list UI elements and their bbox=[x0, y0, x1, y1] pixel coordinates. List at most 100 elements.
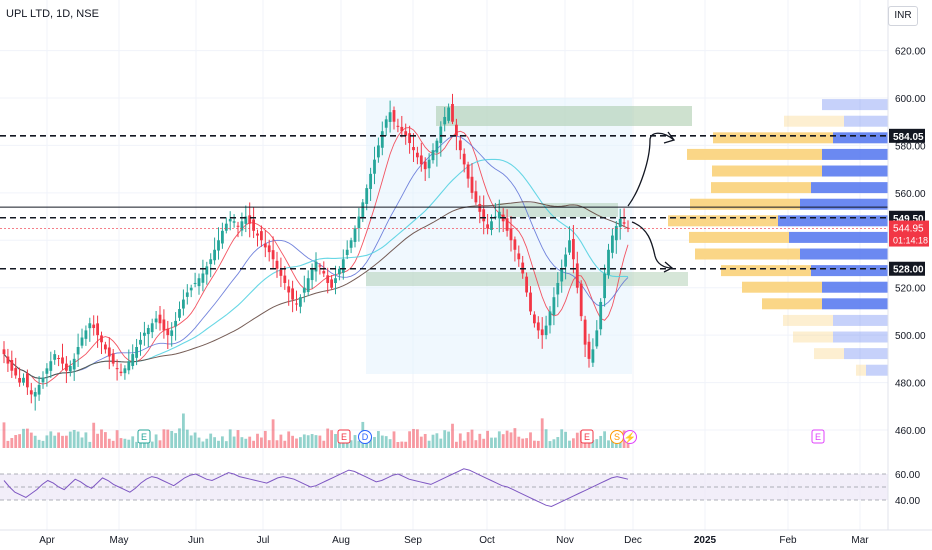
earnings-marker bbox=[337, 429, 351, 444]
candle-body bbox=[466, 164, 470, 179]
candle-body bbox=[548, 311, 552, 326]
volume-bar bbox=[482, 438, 486, 448]
volume-bar bbox=[267, 440, 271, 448]
volume-bar bbox=[80, 437, 84, 448]
volume-bar bbox=[322, 440, 326, 448]
time-tick-label: Feb bbox=[779, 535, 797, 546]
volume-bar bbox=[37, 439, 41, 448]
volume-bar bbox=[65, 435, 68, 448]
candle-body bbox=[451, 103, 454, 122]
symbol-title[interactable]: UPL LTD, 1D, NSE bbox=[6, 8, 99, 20]
profile-sell-bar bbox=[695, 248, 800, 260]
candle-body bbox=[205, 266, 209, 275]
candle-body bbox=[221, 230, 224, 244]
price-tick-label: 520.00 bbox=[895, 284, 926, 295]
candle-body bbox=[497, 211, 501, 219]
volume-bar bbox=[388, 439, 392, 448]
volume-bar bbox=[478, 433, 482, 448]
time-tick-label: Apr bbox=[39, 535, 55, 546]
candle-body bbox=[26, 373, 29, 388]
candle-body bbox=[76, 347, 80, 355]
candle-body bbox=[72, 358, 76, 370]
candle-body bbox=[423, 161, 427, 170]
candle-body bbox=[228, 218, 232, 222]
volume-bar bbox=[540, 418, 544, 448]
candle-body bbox=[544, 325, 548, 336]
volume-bar bbox=[486, 430, 489, 448]
candle-body bbox=[622, 222, 626, 224]
earnings-marker bbox=[580, 429, 594, 444]
candle-body bbox=[361, 202, 365, 218]
volume-bar bbox=[513, 428, 517, 448]
candle-body bbox=[380, 131, 384, 148]
level-low-label-bg bbox=[889, 261, 925, 276]
earnings-marker-label: E bbox=[141, 432, 147, 442]
candle-body bbox=[96, 323, 99, 336]
volume-bar bbox=[45, 435, 49, 448]
candle-body bbox=[474, 191, 478, 203]
candle-body bbox=[193, 282, 197, 284]
volume-bar bbox=[162, 429, 166, 448]
candle-body bbox=[455, 124, 458, 136]
profile-sell-bar bbox=[783, 314, 833, 326]
candle-body bbox=[470, 176, 474, 193]
volume-bar bbox=[224, 441, 228, 448]
volume-bar bbox=[310, 434, 314, 448]
volume-bar bbox=[10, 438, 14, 448]
candle-body bbox=[443, 116, 447, 125]
candle-body bbox=[462, 153, 466, 165]
candle-body bbox=[579, 283, 583, 317]
volume-bar bbox=[455, 441, 458, 448]
candle-body bbox=[349, 240, 353, 248]
profile-buy-bar bbox=[833, 314, 888, 326]
candle-body bbox=[143, 332, 146, 336]
volume-bar bbox=[400, 441, 404, 448]
volume-bar bbox=[607, 440, 610, 448]
ma_long-line bbox=[3, 201, 629, 379]
currency-badge[interactable]: INR bbox=[888, 6, 918, 26]
event-markers[interactable]: E E E E D S ⚡ bbox=[137, 429, 825, 444]
time-axis[interactable]: Apr May Jun Jul Aug Sep Oct Nov Dec 2025 Feb Mar bbox=[39, 535, 869, 546]
volume-bar bbox=[123, 438, 127, 448]
time-tick-label: Sep bbox=[404, 535, 422, 546]
profile-sell-bar bbox=[668, 215, 778, 227]
volume-bar bbox=[205, 438, 209, 448]
up-arrow-head bbox=[663, 131, 676, 144]
volume-bar bbox=[53, 435, 57, 448]
candle-body bbox=[533, 314, 536, 324]
candle-body bbox=[18, 377, 21, 383]
volume-bar bbox=[131, 436, 135, 448]
volume-bar bbox=[466, 432, 470, 448]
candle-body bbox=[427, 159, 431, 169]
candle-body bbox=[377, 145, 380, 158]
volume-bar bbox=[419, 436, 423, 448]
profile-buy-bar bbox=[822, 165, 888, 177]
level-high-label-bg bbox=[889, 128, 925, 143]
countdown-label: 01:14:18 bbox=[893, 236, 928, 246]
volume-bar bbox=[533, 440, 536, 448]
volume-bar bbox=[326, 428, 330, 448]
volume-bar bbox=[423, 433, 427, 448]
candle-body bbox=[84, 330, 88, 339]
volume-bar bbox=[373, 436, 376, 448]
candle-body bbox=[447, 107, 450, 121]
time-tick-label: 2025 bbox=[694, 535, 717, 546]
volume-bar bbox=[72, 429, 76, 448]
volume-bar bbox=[447, 431, 450, 448]
candle-body bbox=[513, 239, 517, 250]
candle-body bbox=[295, 303, 298, 305]
candle-body bbox=[57, 358, 60, 360]
volume-bar bbox=[189, 435, 193, 448]
candle-body bbox=[2, 349, 6, 355]
candle-body bbox=[88, 323, 92, 329]
candle-body bbox=[591, 349, 595, 363]
earnings-marker bbox=[811, 429, 825, 444]
volume-bar bbox=[599, 435, 603, 448]
volume-bar bbox=[170, 430, 174, 448]
volume-bar bbox=[470, 429, 474, 448]
candle-body bbox=[341, 259, 345, 273]
profile-sell-bar bbox=[742, 281, 822, 293]
candle-body bbox=[201, 273, 205, 283]
up-projection-arrow bbox=[627, 132, 675, 207]
